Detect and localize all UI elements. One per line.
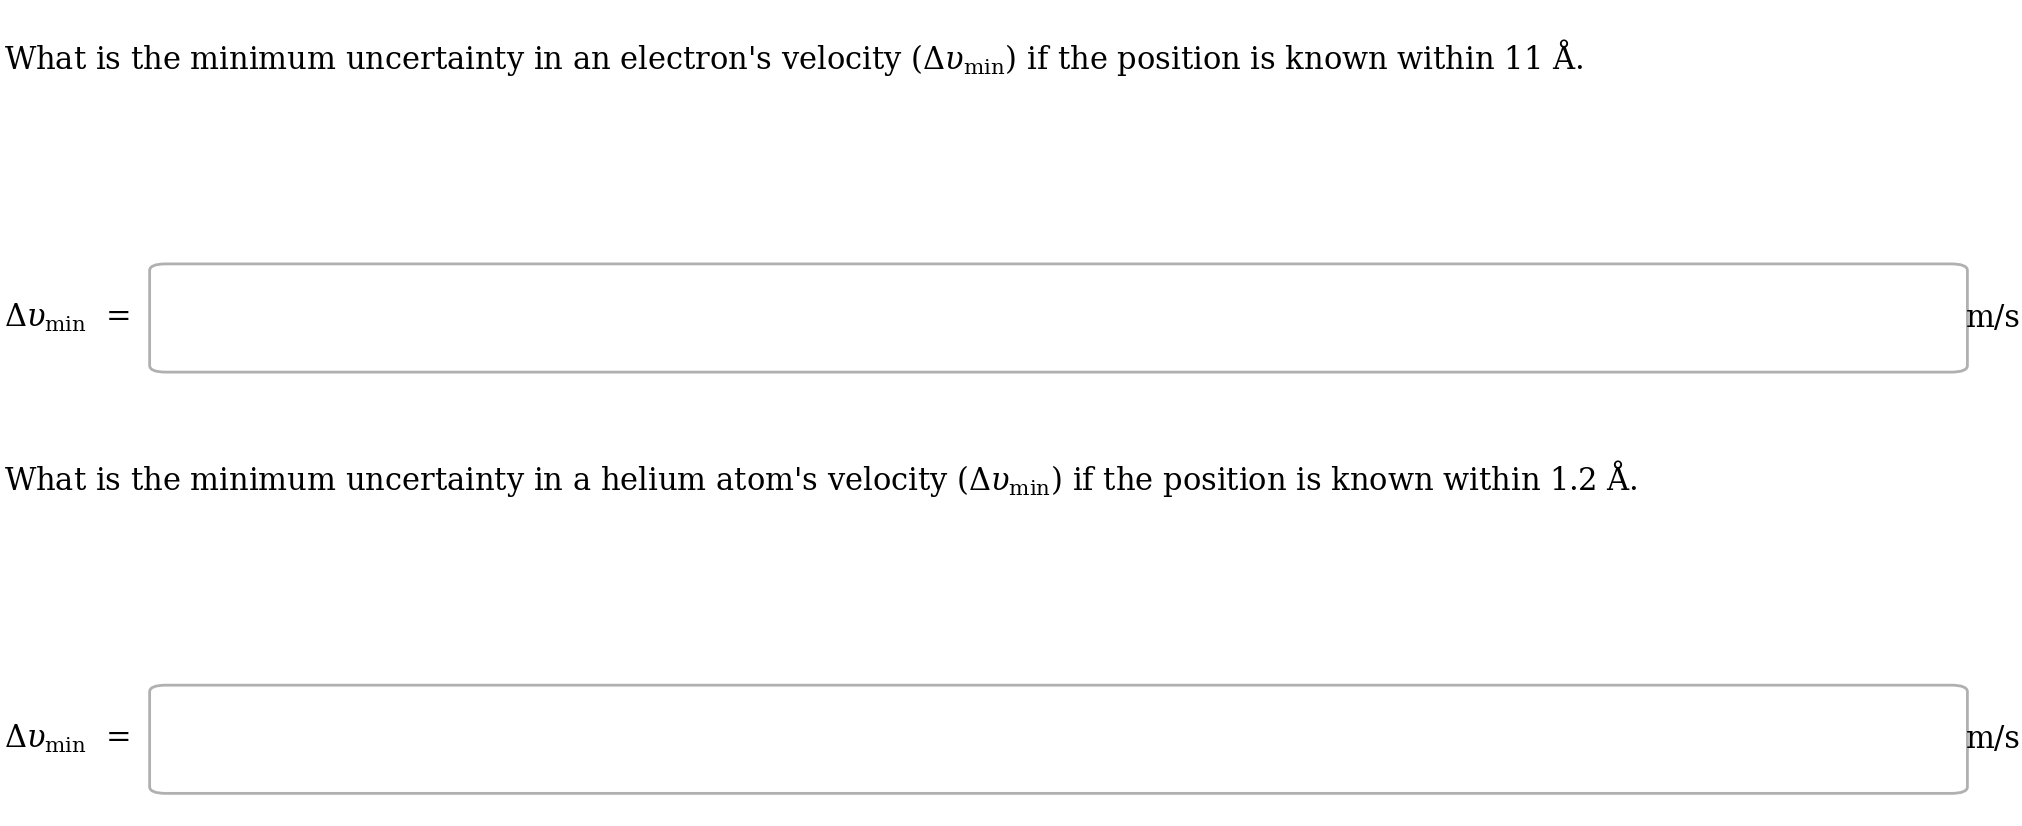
Text: m/s: m/s (1965, 724, 2020, 755)
Text: What is the minimum uncertainty in an electron's velocity ($\Delta\upsilon_\math: What is the minimum uncertainty in an el… (4, 37, 1583, 78)
FancyBboxPatch shape (150, 264, 1967, 372)
Text: $\Delta\upsilon_\mathrm{min}$  =: $\Delta\upsilon_\mathrm{min}$ = (4, 302, 129, 334)
Text: $\Delta\upsilon_\mathrm{min}$  =: $\Delta\upsilon_\mathrm{min}$ = (4, 724, 129, 755)
FancyBboxPatch shape (150, 686, 1967, 793)
Text: What is the minimum uncertainty in a helium atom's velocity ($\Delta\upsilon_\ma: What is the minimum uncertainty in a hel… (4, 458, 1638, 500)
Text: m/s: m/s (1965, 302, 2020, 334)
